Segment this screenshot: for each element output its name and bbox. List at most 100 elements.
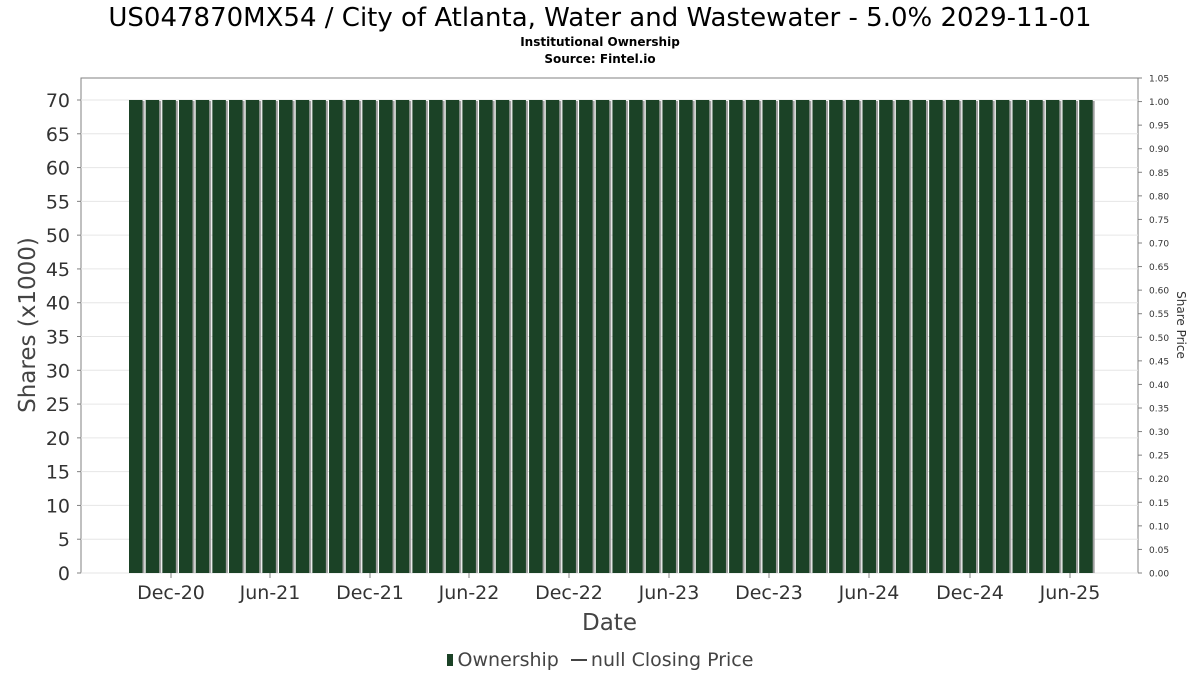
legend-price-label: null Closing Price — [590, 648, 754, 671]
bar — [712, 100, 726, 573]
bar — [729, 100, 743, 573]
y2-tick-label: 0.10 — [1149, 522, 1169, 532]
y2-tick-label: 0.55 — [1149, 310, 1169, 320]
y-tick-label: 55 — [46, 191, 70, 213]
y-tick-label: 30 — [46, 360, 70, 382]
bar — [645, 100, 660, 573]
x-tick-label: Jun-23 — [638, 582, 700, 604]
x-tick-label: Dec-20 — [137, 582, 205, 604]
y2-tick-label: 0.25 — [1149, 452, 1169, 462]
bar — [1045, 100, 1060, 573]
y2-tick-label: 0.30 — [1149, 428, 1169, 438]
x-tick-label: Jun-21 — [239, 582, 301, 604]
bar — [395, 100, 410, 573]
bar — [979, 100, 993, 573]
bar — [212, 100, 226, 573]
y-axis-title: Shares (x1000) — [15, 237, 41, 413]
x-tick-label: Jun-22 — [438, 582, 500, 604]
y2-tick-label: 0.65 — [1149, 263, 1169, 273]
bar — [262, 100, 276, 573]
y2-tick-label: 1.05 — [1149, 75, 1169, 85]
y-tick-label: 70 — [46, 90, 70, 112]
bar — [429, 100, 443, 573]
bar — [345, 100, 360, 573]
bar — [695, 100, 710, 573]
x-tick-label: Dec-21 — [336, 582, 404, 604]
bar — [845, 100, 860, 573]
legend-item-ownership[interactable]: Ownership — [446, 647, 559, 673]
y2-tick-label: 0.40 — [1149, 381, 1169, 391]
bar — [779, 100, 793, 573]
legend-item-closing-price[interactable]: null Closing Price — [565, 647, 754, 673]
bar — [129, 100, 143, 573]
bar — [279, 100, 293, 573]
y2-tick-label: 1.00 — [1149, 98, 1169, 108]
y-tick-label: 5 — [58, 529, 70, 551]
bar — [612, 100, 626, 573]
y2-tick-label: 0.70 — [1149, 240, 1169, 250]
bar — [662, 100, 676, 573]
bar — [412, 100, 426, 573]
bar — [962, 100, 976, 573]
bar — [179, 100, 193, 573]
bar — [579, 100, 593, 573]
bar — [162, 100, 176, 573]
y2-tick-label: 0.75 — [1149, 216, 1169, 226]
bar — [879, 100, 893, 573]
bar — [629, 100, 643, 573]
bar — [945, 100, 960, 573]
y-tick-label: 25 — [46, 394, 70, 416]
bar — [445, 100, 460, 573]
bar — [1012, 100, 1027, 573]
y2-tick-label: 0.60 — [1149, 287, 1169, 297]
legend-ownership-label: Ownership — [457, 648, 559, 671]
x-tick-label: Jun-24 — [838, 582, 900, 604]
y-tick-label: 0 — [58, 563, 70, 585]
bar — [312, 100, 326, 573]
chart-subtitle: Institutional Ownership — [520, 35, 680, 49]
bar — [512, 100, 526, 573]
y2-tick-label: 0.20 — [1149, 475, 1169, 485]
bar — [229, 100, 243, 573]
bar — [862, 100, 876, 573]
y2-tick-label: 0.15 — [1149, 499, 1169, 509]
bar — [679, 100, 693, 573]
y-tick-label: 65 — [46, 124, 70, 146]
bar — [912, 100, 926, 573]
closing-price-swatch — [570, 659, 587, 661]
y-tick-label: 50 — [46, 225, 70, 247]
bar — [462, 100, 476, 573]
x-tick-label: Jun-25 — [1039, 582, 1101, 604]
chart-title: US047870MX54 / City of Atlanta, Water an… — [108, 3, 1092, 33]
bar — [329, 100, 343, 573]
bar — [595, 100, 610, 573]
bar — [762, 100, 776, 573]
bar — [745, 100, 760, 573]
bar — [812, 100, 826, 573]
x-tick-label: Dec-24 — [936, 582, 1004, 604]
y-tick-label: 20 — [46, 428, 70, 450]
ownership-swatch — [446, 654, 453, 666]
y-tick-label: 15 — [46, 462, 70, 484]
bar — [195, 100, 210, 573]
bar — [1029, 100, 1043, 573]
y2-axis-title: Share Price — [1174, 291, 1188, 359]
y2-tick-label: 0.00 — [1149, 570, 1169, 580]
bar — [1079, 100, 1093, 573]
y2-tick-label: 0.35 — [1149, 405, 1169, 415]
bar — [895, 100, 910, 573]
y2-tick-label: 0.90 — [1149, 145, 1169, 155]
x-axis-title: Date — [582, 610, 637, 636]
y2-tick-label: 0.80 — [1149, 192, 1169, 202]
y2-tick-label: 0.45 — [1149, 357, 1169, 367]
bar — [245, 100, 260, 573]
bar — [295, 100, 310, 573]
bar — [829, 100, 843, 573]
chart-source: Source: Fintel.io — [544, 52, 656, 66]
y-tick-label: 45 — [46, 259, 70, 281]
y-tick-label: 40 — [46, 293, 70, 315]
bar — [562, 100, 576, 573]
y2-tick-label: 0.50 — [1149, 334, 1169, 344]
bar — [545, 100, 560, 573]
